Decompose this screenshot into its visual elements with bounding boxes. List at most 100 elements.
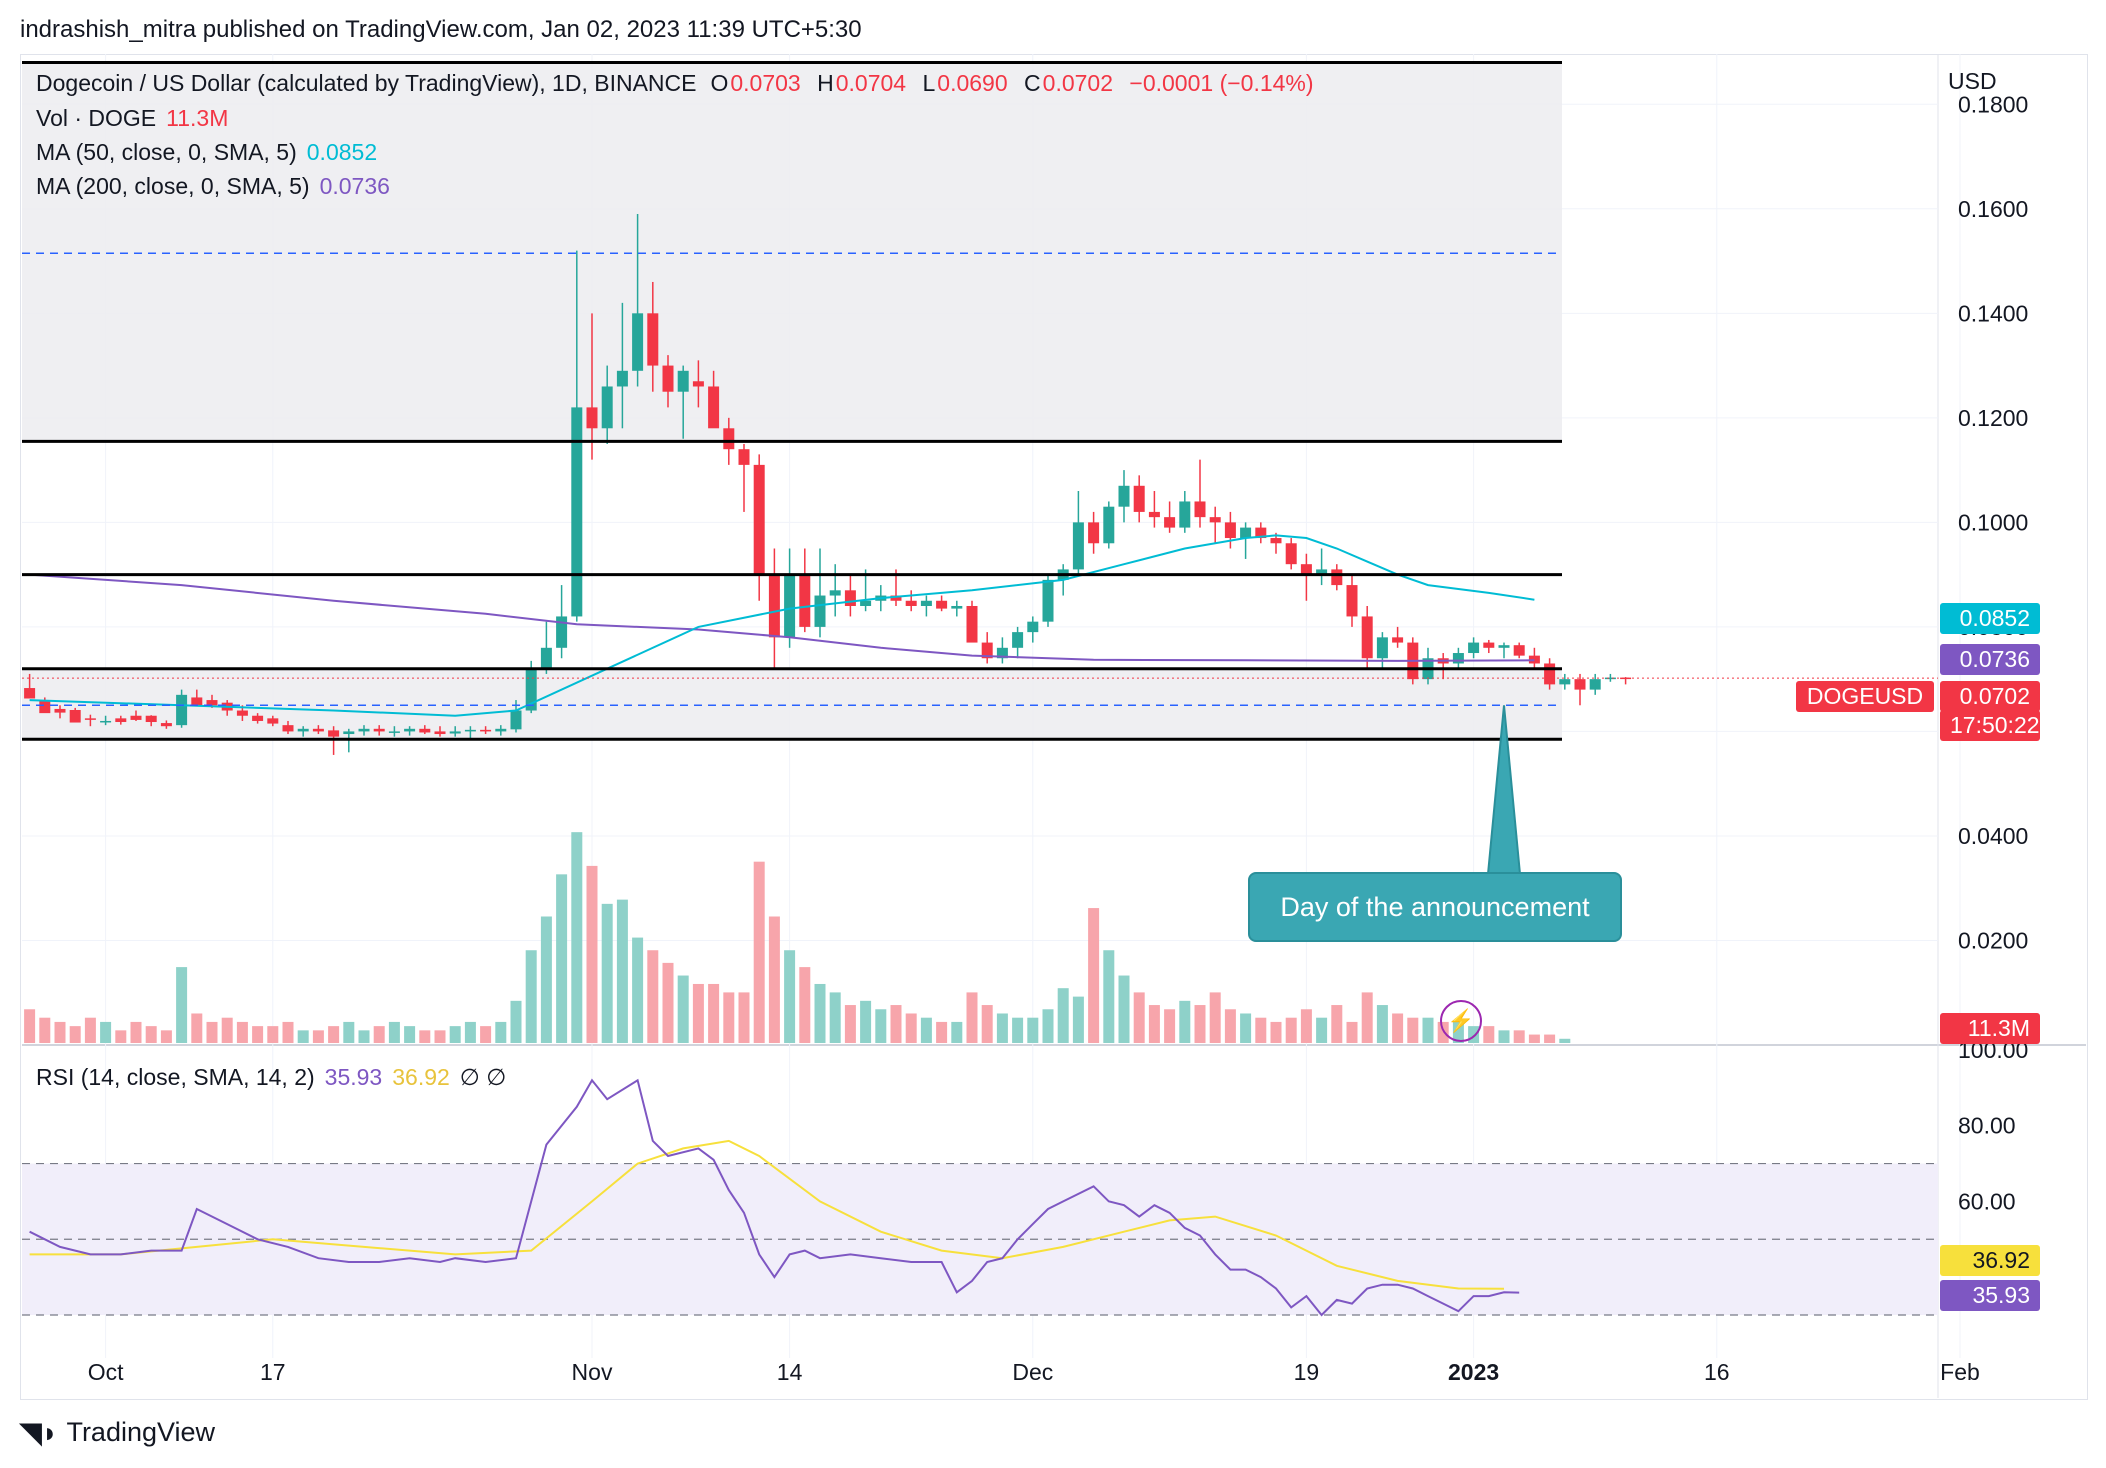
- shaded-zone: [22, 668, 1562, 740]
- candle-body: [1331, 569, 1343, 586]
- candle-body: [388, 731, 400, 733]
- candle-body: [1300, 564, 1312, 575]
- volume-bar: [434, 1030, 446, 1043]
- price-tick-label: 0.1200: [1958, 405, 2028, 431]
- volume-bar: [936, 1021, 948, 1043]
- volume-bar: [1194, 1005, 1206, 1043]
- volume-bar: [1528, 1034, 1540, 1043]
- candle-body: [1316, 569, 1328, 575]
- candle-body: [1194, 501, 1206, 518]
- volume-bar: [267, 1026, 279, 1043]
- lightning-icon[interactable]: ⚡: [1440, 1000, 1482, 1042]
- candles: [24, 214, 1632, 755]
- volume-bar: [343, 1021, 355, 1043]
- level-lines: [22, 60, 1938, 741]
- candle-body: [1483, 642, 1495, 648]
- time-axis: Oct 17 Nov 14 Dec 19 2023 16 Feb: [88, 1359, 1980, 1385]
- time-tick-label: Nov: [572, 1359, 613, 1385]
- rsi-tick-label: 80.00: [1958, 1113, 2016, 1139]
- volume-bar: [1300, 1009, 1312, 1043]
- volume-bar: [1103, 950, 1115, 1043]
- price-tick-label: 0.1800: [1958, 91, 2028, 117]
- candle-body: [540, 647, 552, 669]
- time-tick-label: 16: [1704, 1359, 1730, 1385]
- volume-bar: [115, 1030, 127, 1043]
- volume-bar: [1270, 1021, 1282, 1043]
- candle-body: [723, 428, 735, 450]
- volume-bar: [1361, 992, 1373, 1043]
- candle-body: [1240, 527, 1252, 539]
- candle-body: [252, 715, 264, 721]
- candle-body: [814, 595, 826, 627]
- candle-body: [343, 731, 355, 735]
- candle-body: [267, 718, 279, 724]
- candle-body: [54, 708, 66, 713]
- price-tick-label: 0.0200: [1958, 927, 2028, 953]
- volume-bars: [24, 832, 1571, 1043]
- volume-bar: [54, 1021, 66, 1043]
- tv-brand-name: TradingView: [66, 1417, 216, 1447]
- legend-l-label: L: [922, 70, 936, 96]
- volume-bar: [1544, 1034, 1556, 1043]
- candle-body: [784, 574, 796, 638]
- candle-body: [1072, 522, 1084, 570]
- volume-bar: [1240, 1013, 1252, 1043]
- candle-body: [753, 464, 765, 575]
- time-tick-label: Feb: [1940, 1359, 1980, 1385]
- volume-bar: [799, 967, 811, 1043]
- candle-body: [176, 694, 188, 726]
- candle-body: [1468, 642, 1480, 654]
- volume-bar: [1407, 1017, 1419, 1043]
- volume-bar: [1179, 1000, 1191, 1043]
- volume-bar: [890, 1005, 902, 1043]
- volume-bar: [297, 1030, 309, 1043]
- countdown-tag: 17:50:22: [1940, 710, 2040, 741]
- candle-body: [677, 370, 689, 392]
- time-tick-label: 19: [1294, 1359, 1320, 1385]
- candle-body: [996, 647, 1008, 659]
- last-price-tag: 0.0702: [1940, 681, 2040, 712]
- candle-body: [1574, 679, 1586, 690]
- volume-bar: [951, 1021, 963, 1043]
- candle-body: [1164, 517, 1176, 528]
- candle-body: [1209, 517, 1221, 523]
- volume-bar: [404, 1026, 416, 1043]
- candle-body: [844, 590, 856, 606]
- candle-body: [84, 718, 96, 720]
- candle-body: [1179, 501, 1191, 528]
- volume-bar: [24, 1009, 36, 1043]
- candle-body: [434, 731, 446, 735]
- volume-bar: [373, 1026, 385, 1043]
- rsi-ma-tag: 36.92: [1940, 1245, 2040, 1276]
- legend-rsi-value: 35.93: [324, 1064, 383, 1090]
- legend-symbol: Dogecoin / US Dollar (calculated by Trad…: [36, 70, 697, 96]
- price-axis: 0.18000.16000.14000.12000.10000.08000.06…: [1958, 91, 2028, 953]
- candle-body: [1604, 677, 1616, 680]
- candle-body: [1528, 655, 1540, 664]
- volume-bar: [647, 950, 659, 1043]
- rsi-line: [29, 1078, 1520, 1317]
- legend-ma50-row: MA (50, close, 0, SMA, 5) 0.0852: [36, 139, 387, 166]
- candle-body: [1088, 522, 1100, 544]
- volume-bar: [312, 1030, 324, 1043]
- candle-body: [160, 723, 172, 727]
- volume-bar: [662, 962, 674, 1043]
- candle-body: [1118, 485, 1130, 507]
- candle-body: [692, 381, 704, 387]
- legend-change: −0.0001 (−0.14%): [1129, 70, 1314, 96]
- candle-body: [951, 605, 963, 609]
- volume-bar: [510, 1000, 522, 1043]
- candle-body: [328, 730, 340, 737]
- volume-bar: [100, 1021, 112, 1043]
- moving-averages: [29, 534, 1535, 717]
- candle-body: [449, 731, 461, 734]
- volume-bar: [860, 1000, 872, 1043]
- time-tick-label: 2023: [1448, 1359, 1499, 1385]
- volume-bar: [358, 1030, 370, 1043]
- volume-bar: [738, 992, 750, 1043]
- candle-body: [373, 728, 385, 732]
- volume-bar: [556, 874, 568, 1043]
- candle-body: [936, 600, 948, 609]
- legend-vol-label: Vol · DOGE: [36, 105, 157, 131]
